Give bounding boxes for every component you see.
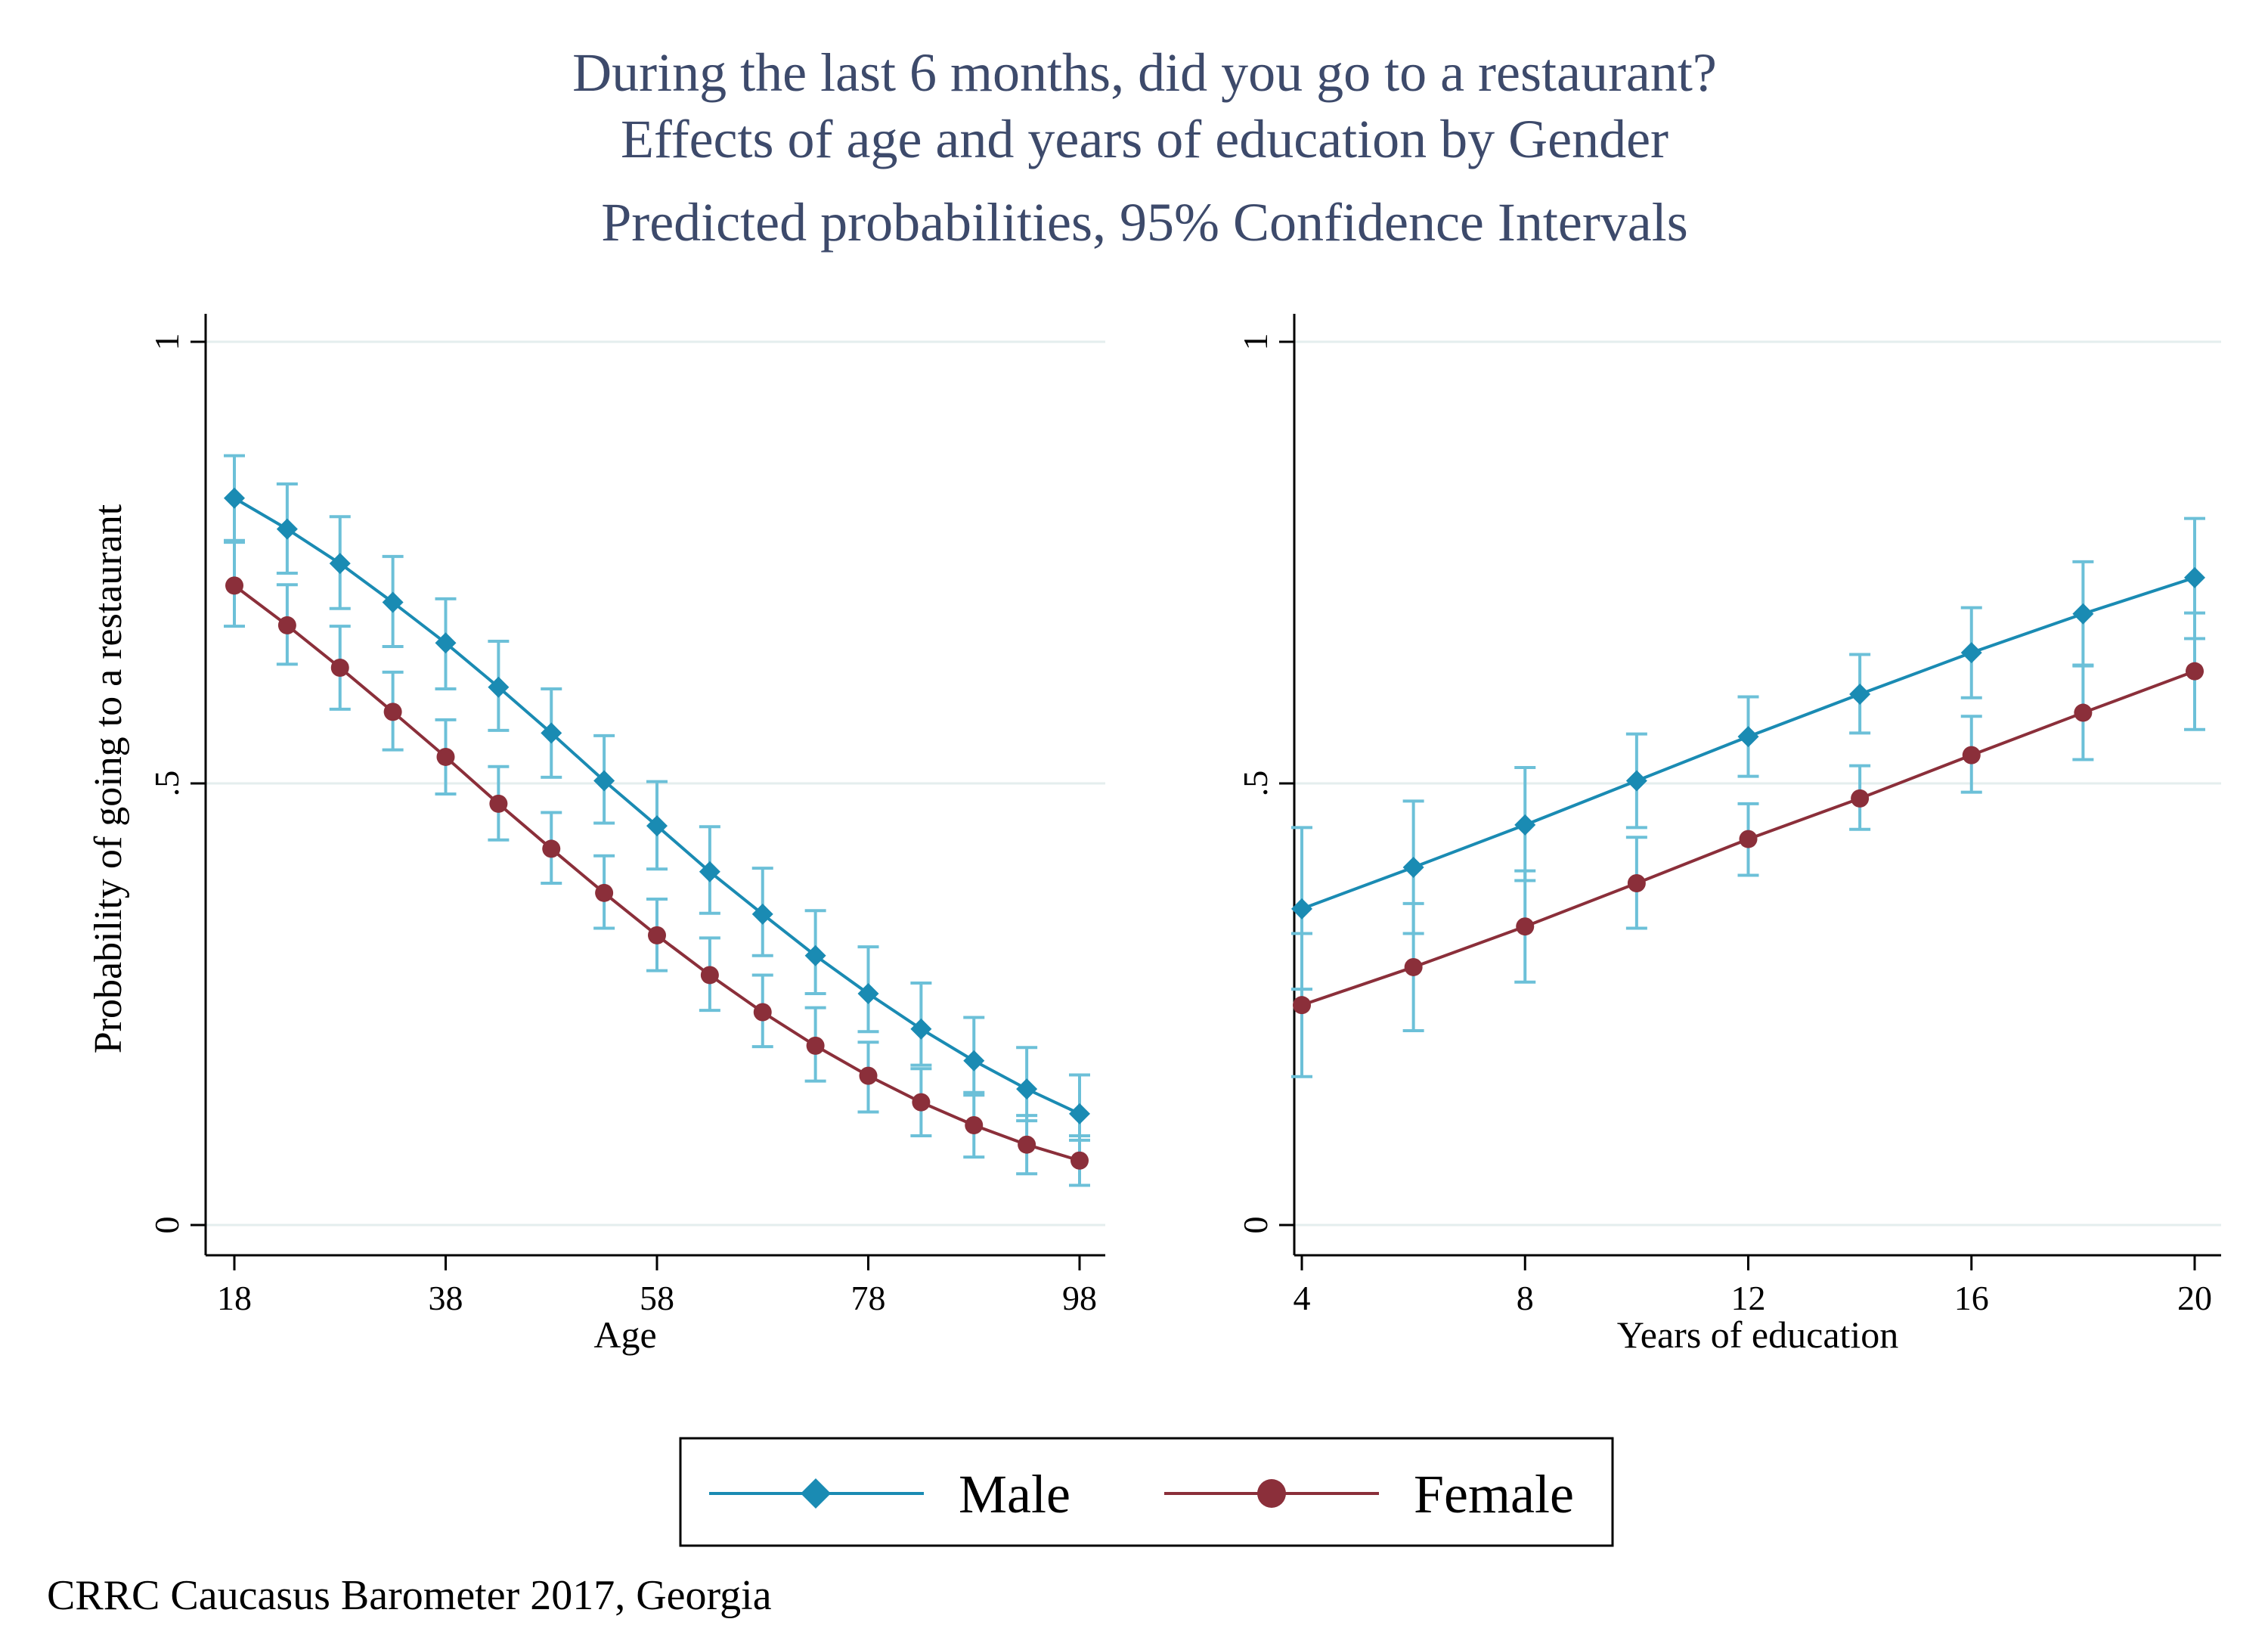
chart-subtitle: Predicted probabilities, 95% Confidence … <box>601 192 1688 253</box>
point-female-age <box>277 616 296 634</box>
point-male-age <box>541 722 562 744</box>
x-tick-label-age: 98 <box>1062 1279 1097 1317</box>
y-tick-label-education: .5 <box>1236 771 1275 797</box>
point-female-education <box>1293 996 1311 1015</box>
point-male-age <box>435 632 457 654</box>
x-tick-label-education: 8 <box>1517 1279 1534 1317</box>
point-male-education <box>2072 603 2094 625</box>
x-tick-label-education: 20 <box>2177 1279 2212 1317</box>
point-female-age <box>859 1066 878 1085</box>
point-male-age <box>224 487 245 509</box>
x-tick-label-age: 38 <box>429 1279 463 1317</box>
y-axis-label: Probability of going to a restaurant <box>87 504 130 1053</box>
point-female-age <box>225 576 243 595</box>
point-male-age <box>488 676 510 698</box>
source-note: CRRC Caucasus Barometer 2017, Georgia <box>47 1572 772 1619</box>
legend-male-marker <box>801 1478 831 1509</box>
chart-title-line2: Effects of age and years of education by… <box>621 109 1668 169</box>
x-tick-label-education: 12 <box>1731 1279 1766 1317</box>
point-female-education <box>1739 830 1758 848</box>
x-axis-title-education: Years of education <box>1617 1313 1899 1356</box>
x-tick-label-education: 4 <box>1294 1279 1311 1317</box>
legend-female-label: Female <box>1414 1464 1574 1524</box>
legend-female-marker <box>1257 1479 1286 1508</box>
y-tick-label-age: .5 <box>147 771 186 797</box>
panel-education: 0 .5 1 4 8 12 16 20 Years of education <box>1236 314 2221 1356</box>
x-tick-label-age: 18 <box>217 1279 252 1317</box>
point-female-age <box>753 1003 772 1022</box>
point-male-education <box>2184 566 2205 588</box>
point-male-education <box>1960 642 1982 664</box>
point-male-age <box>1016 1078 1038 1100</box>
point-female-age <box>330 658 349 677</box>
point-male-education <box>1402 856 1424 878</box>
point-male-age <box>1069 1103 1090 1124</box>
point-female-age <box>1018 1135 1036 1154</box>
x-axis-title-age: Age <box>593 1313 656 1356</box>
point-female-age <box>806 1036 825 1055</box>
point-male-education <box>1849 684 1871 706</box>
chart-title-line1: During the last 6 months, did you go to … <box>572 42 1717 103</box>
point-male-education <box>1514 814 1536 836</box>
point-male-education <box>1291 898 1312 920</box>
point-male-age <box>276 518 298 540</box>
point-female-age <box>383 702 402 721</box>
point-female-age <box>595 883 614 902</box>
point-female-education <box>2186 662 2204 681</box>
point-female-age <box>542 839 561 858</box>
x-tick-label-education: 16 <box>1954 1279 1989 1317</box>
point-male-education <box>1625 770 1647 792</box>
point-female-age <box>912 1093 931 1112</box>
point-male-age <box>751 903 773 925</box>
y-tick-label-age: 1 <box>147 333 186 351</box>
point-female-age <box>436 747 455 766</box>
point-male-age <box>329 553 351 575</box>
point-male-age <box>593 770 615 792</box>
point-female-education <box>2074 703 2093 722</box>
y-tick-label-age: 0 <box>147 1217 186 1234</box>
point-female-age <box>1070 1151 1089 1170</box>
point-male-age <box>910 1018 932 1040</box>
x-tick-label-age: 58 <box>640 1279 674 1317</box>
point-male-education <box>1737 726 1759 748</box>
point-female-age <box>965 1116 984 1135</box>
point-male-age <box>804 944 826 966</box>
point-female-age <box>489 794 508 813</box>
y-tick-label-education: 0 <box>1236 1217 1275 1234</box>
point-male-age <box>699 861 720 882</box>
legend: Male Female <box>679 1437 1614 1547</box>
point-male-age <box>857 982 879 1004</box>
point-male-age <box>963 1050 985 1072</box>
point-female-education <box>1404 957 1423 976</box>
point-female-education <box>1851 789 1870 808</box>
point-female-education <box>1627 873 1646 892</box>
panel-age: 0 .5 1 18 38 58 78 98 Age <box>147 314 1105 1356</box>
point-male-age <box>382 591 404 613</box>
point-male-age <box>646 815 668 837</box>
legend-male-label: Male <box>959 1464 1070 1524</box>
y-tick-label-education: 1 <box>1236 333 1275 351</box>
point-female-education <box>1516 917 1535 936</box>
point-female-age <box>648 926 666 944</box>
x-tick-label-age: 78 <box>851 1279 886 1317</box>
point-female-age <box>700 966 719 985</box>
point-female-education <box>1962 746 1981 765</box>
